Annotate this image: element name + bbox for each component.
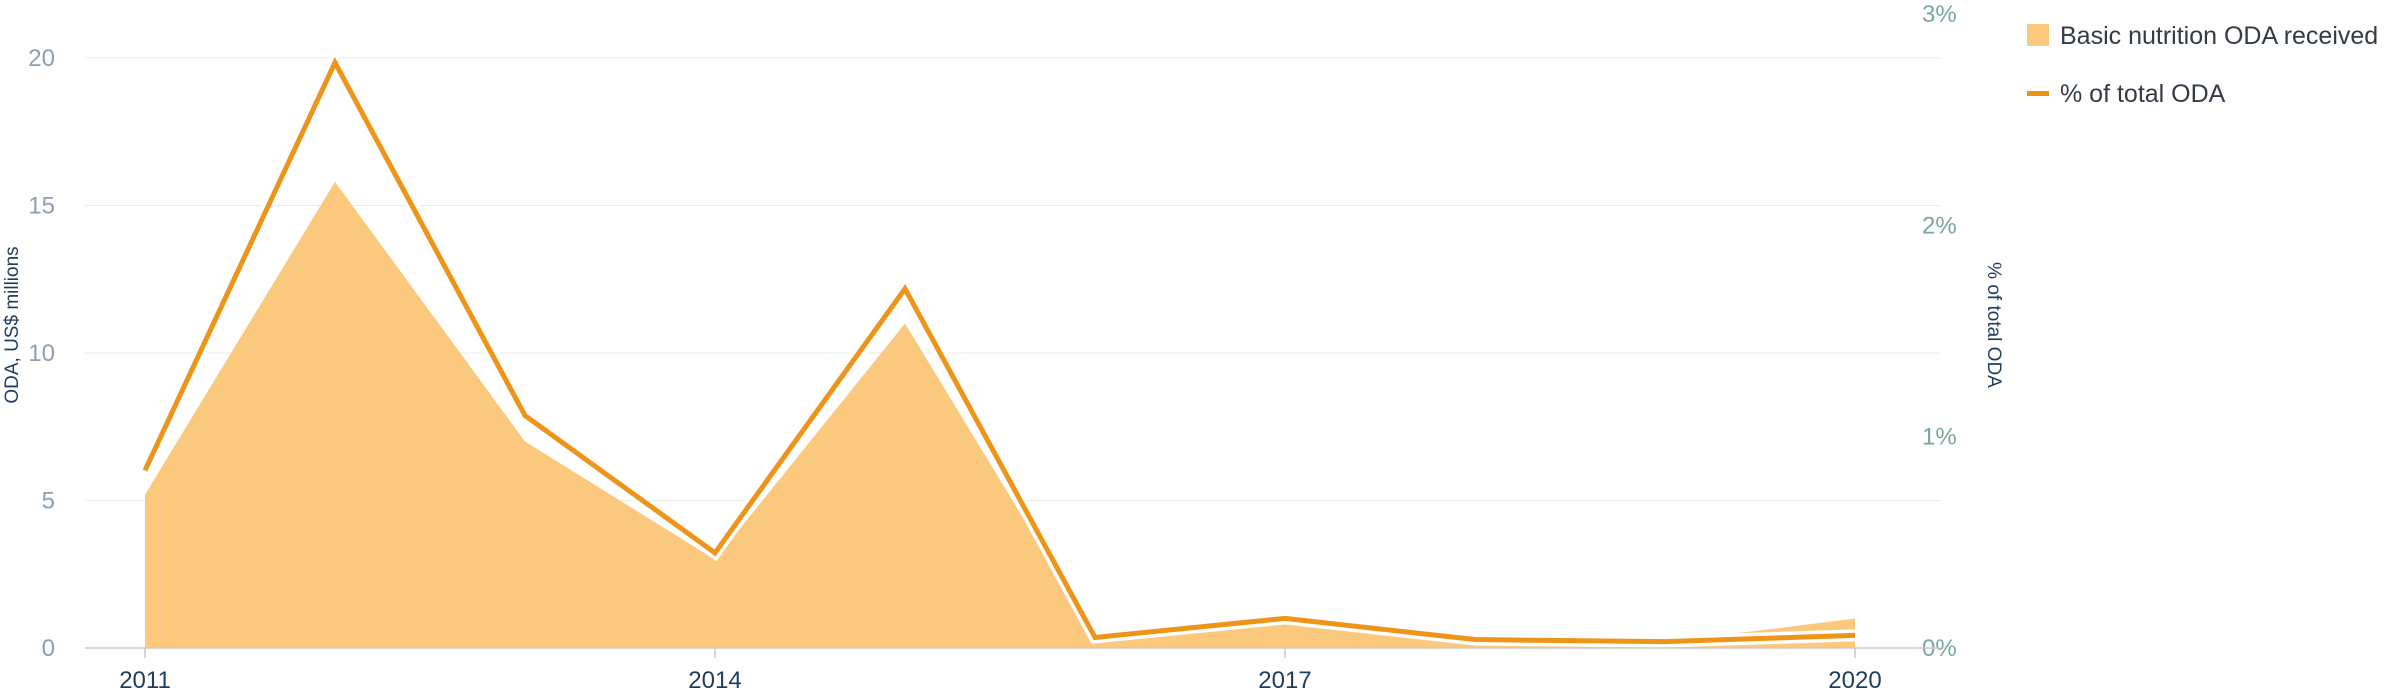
y2-tick-label: 2% (1922, 212, 1957, 239)
y-axis-title: ODA, US$ millions (2, 246, 23, 403)
legend: Basic nutrition ODA received % of total … (2027, 22, 2378, 108)
y-tick-label: 20 (28, 45, 55, 72)
legend-label-area: Basic nutrition ODA received (2060, 22, 2378, 50)
x-tick-label: 2020 (1828, 667, 1881, 694)
y2-tick-label: 3% (1922, 1, 1957, 28)
legend-swatch-line (2027, 91, 2049, 96)
plot-area (139, 49, 1856, 648)
area-series-basic-nutrition (145, 181, 1855, 648)
x-tick-label: 2011 (119, 667, 171, 694)
x-tick-label: 2017 (1258, 667, 1311, 694)
y-tick-label: 5 (42, 488, 55, 515)
y2-axis-title: % of total ODA (1983, 262, 2004, 388)
y2-tick-label: 1% (1922, 424, 1957, 451)
y-tick-label: 10 (28, 340, 55, 367)
legend-swatch-area (2027, 24, 2049, 46)
y-tick-label: 15 (28, 193, 55, 220)
x-tick-label: 2014 (688, 667, 741, 694)
y-tick-label: 0 (42, 635, 55, 662)
legend-label-line: % of total ODA (2060, 80, 2226, 108)
line-series-percent-total-oda (142, 57, 1856, 645)
